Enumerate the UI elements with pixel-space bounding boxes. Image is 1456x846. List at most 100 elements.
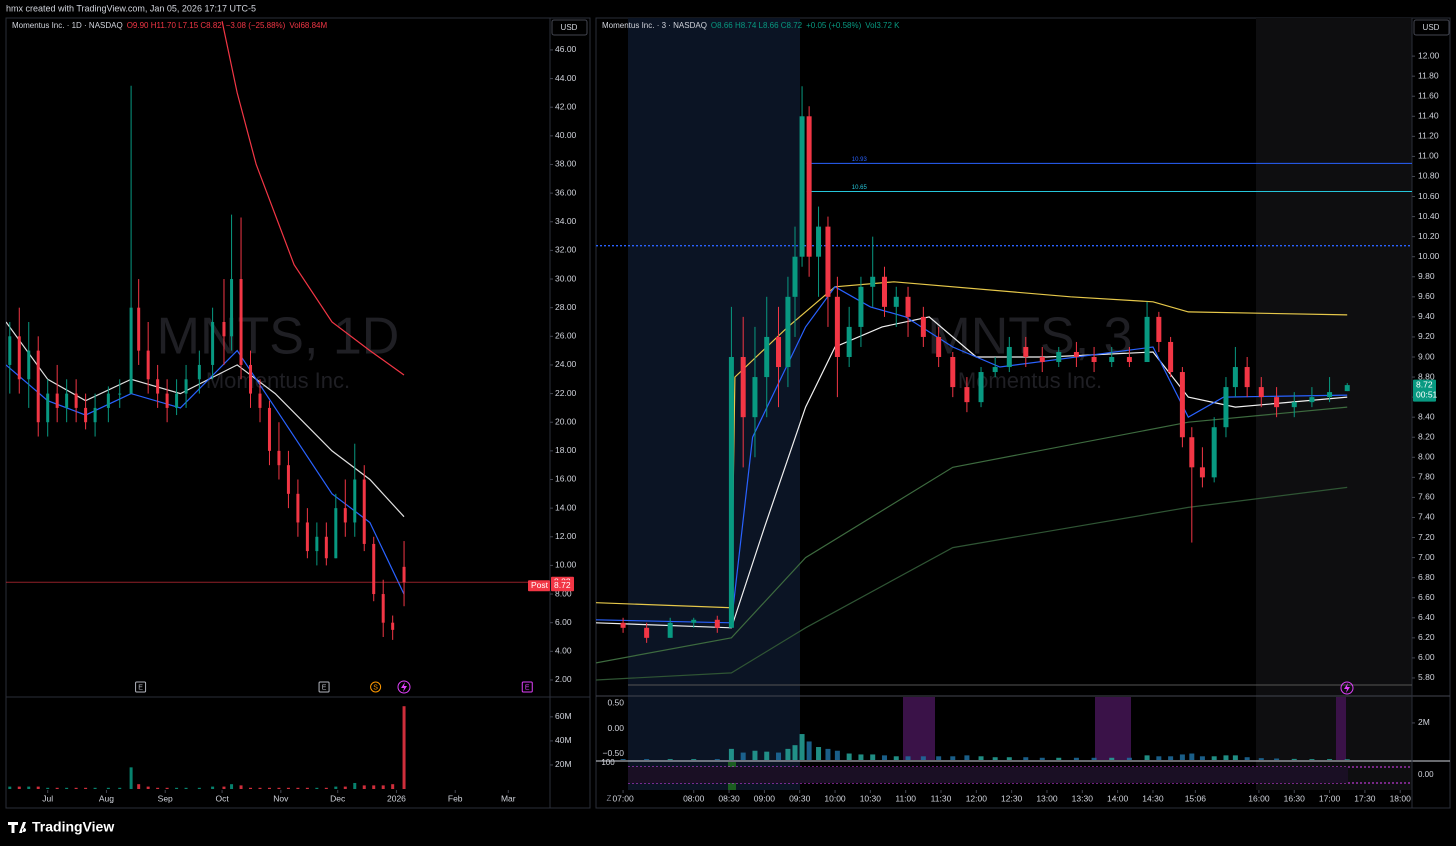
candle-body	[334, 508, 338, 559]
candle-body	[129, 307, 133, 394]
price-badge-label: 8.72	[1416, 379, 1433, 389]
y-tick-label: 11.60	[1418, 90, 1439, 100]
legend-change: +0.05 (+0.58%)	[806, 21, 861, 30]
volume-bar	[714, 759, 720, 760]
x-tick-label: 15:06	[1185, 793, 1207, 803]
y-tick-label: 7.60	[1418, 492, 1435, 502]
horizontal-line-label: 10.93	[852, 157, 868, 163]
x-tick-label: 10:00	[824, 793, 846, 803]
legend-volume-text: Vol3.72 K	[865, 21, 900, 30]
volume-bar	[1144, 755, 1150, 760]
highlight	[1336, 697, 1346, 760]
event-icon	[1344, 683, 1350, 693]
y-tick-label: 9.20	[1418, 331, 1435, 341]
y-tick-label: 12.00	[1418, 50, 1440, 60]
volume-bar	[644, 759, 650, 760]
volume-bar	[146, 786, 150, 789]
x-tick-label: Nov	[273, 793, 289, 803]
y-tick-label: 6.60	[1418, 592, 1435, 602]
candle-body	[825, 226, 831, 297]
x-tick-label: 10:30	[860, 793, 882, 803]
candle-body	[1006, 346, 1012, 368]
currency-box	[551, 19, 588, 36]
candle-body	[992, 367, 998, 373]
candle-body	[230, 279, 234, 337]
volume-bar	[1056, 757, 1062, 760]
volume-bar	[372, 785, 376, 789]
y-tick-label: 24.00	[555, 359, 577, 369]
volume-bar	[17, 786, 21, 789]
x-tick-label: 09:30	[789, 793, 811, 803]
candle-body	[286, 465, 290, 494]
volume-bar	[305, 787, 309, 789]
candle-body	[905, 296, 911, 317]
highlight	[1095, 697, 1131, 760]
volume-bar	[752, 750, 758, 760]
event-icon[interactable]	[397, 680, 411, 694]
candle-body	[1056, 351, 1062, 363]
y-tick-label: 11.00	[1418, 151, 1439, 161]
candle-body	[65, 393, 69, 408]
volume-bar	[1211, 756, 1217, 760]
volume-bar	[343, 786, 347, 789]
y-tick-label: 12.00	[555, 531, 577, 541]
event-marker	[135, 681, 147, 693]
candle-body	[1327, 392, 1333, 398]
volume-bar	[1327, 759, 1333, 760]
volume-bar	[992, 757, 998, 760]
volume-bar	[1274, 758, 1280, 760]
candle-body	[305, 522, 309, 552]
legend-ohlc: O9.90 H11.70 L7.15 C8.82	[127, 21, 223, 30]
candle-body	[106, 393, 110, 408]
price-badge-label: 8.72	[554, 580, 571, 590]
candle-body	[978, 372, 984, 403]
candle-body	[834, 296, 840, 358]
volume-bar	[1179, 754, 1185, 760]
volume-bar	[728, 748, 734, 760]
volume-bar	[936, 756, 942, 760]
candle-body	[950, 357, 956, 388]
moving-average	[596, 286, 1348, 624]
volume-bar	[978, 756, 984, 760]
event-icon[interactable]	[1340, 681, 1354, 695]
volume-bar	[1223, 755, 1229, 760]
candle-body	[740, 357, 746, 418]
osc-tick-label: −0.50	[602, 748, 624, 758]
event-icon	[401, 682, 407, 692]
volume-bar	[249, 787, 253, 789]
candle-body	[1211, 427, 1217, 478]
legend: Momentus Inc. · 3 · NASDAQ O8.66 H8.74 L8…	[602, 21, 900, 30]
x-tick-label: 14:00	[1107, 793, 1129, 803]
volume-bar	[1199, 756, 1205, 760]
candle-body	[728, 357, 734, 628]
volume-bar	[881, 755, 887, 760]
candle-body	[806, 116, 812, 257]
y-tick-label: 11.40	[1418, 111, 1439, 121]
y-tick-label: 6.00	[1418, 652, 1435, 662]
afterhours-shade	[1256, 18, 1412, 790]
candle-body	[764, 336, 770, 378]
candle-body	[277, 450, 281, 466]
x-tick-label: 2026	[387, 793, 406, 803]
y-tick-label: 6.20	[1418, 632, 1435, 642]
volume-bar	[1039, 757, 1045, 760]
candle-body	[165, 393, 169, 408]
volume-bar	[381, 785, 385, 789]
event-label: E	[525, 684, 530, 691]
event-label: E	[322, 684, 327, 691]
volume-bar	[785, 748, 791, 760]
x-tick-label: Feb	[448, 793, 463, 803]
candle-body	[1156, 316, 1162, 342]
candle-body	[55, 393, 59, 408]
volume-bar	[277, 787, 281, 789]
candle-body	[870, 276, 876, 287]
candle-body	[1023, 346, 1029, 358]
y-tick-label: 6.00	[555, 617, 572, 627]
volume-bar	[667, 759, 673, 760]
moving-average	[221, 21, 405, 376]
candle-body	[1291, 402, 1297, 408]
candle-body	[1144, 316, 1150, 363]
candle-body	[846, 326, 852, 358]
